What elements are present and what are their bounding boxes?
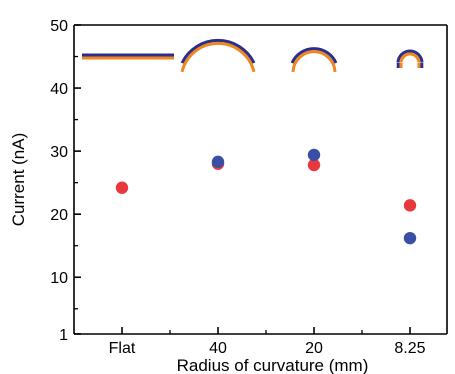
- y-tick-label: 1: [59, 327, 68, 344]
- y-tick-label: 40: [50, 81, 68, 98]
- ticks: 1 10 20 30 40 50 Flat 40 20 8.25: [50, 18, 425, 357]
- curvature-icons: [82, 39, 424, 73]
- data-point: [115, 181, 129, 194]
- data-point: [403, 199, 417, 212]
- medium-arc-icon: [290, 47, 338, 73]
- axes: [73, 24, 448, 335]
- x-tick-label: 20: [305, 340, 323, 357]
- flat-strip-icon: [82, 53, 174, 60]
- data-point: [307, 148, 321, 162]
- wide-arc-icon: [180, 39, 256, 73]
- x-tick-label: Flat: [109, 340, 136, 357]
- y-axis-title: Current (nA): [9, 133, 28, 227]
- x-tick-label: 40: [209, 340, 227, 357]
- y-tick-label: 50: [50, 18, 68, 35]
- x-axis-title: Radius of curvature (mm): [177, 356, 369, 374]
- data-point: [211, 155, 225, 169]
- tight-arc-icon: [396, 49, 424, 68]
- x-tick-label: 8.25: [394, 340, 425, 357]
- data-point: [403, 231, 417, 245]
- data-points: [115, 148, 417, 245]
- y-tick-label: 20: [50, 207, 68, 224]
- data-point: [307, 158, 321, 172]
- y-tick-label: 10: [50, 270, 68, 287]
- y-tick-label: 30: [50, 144, 68, 161]
